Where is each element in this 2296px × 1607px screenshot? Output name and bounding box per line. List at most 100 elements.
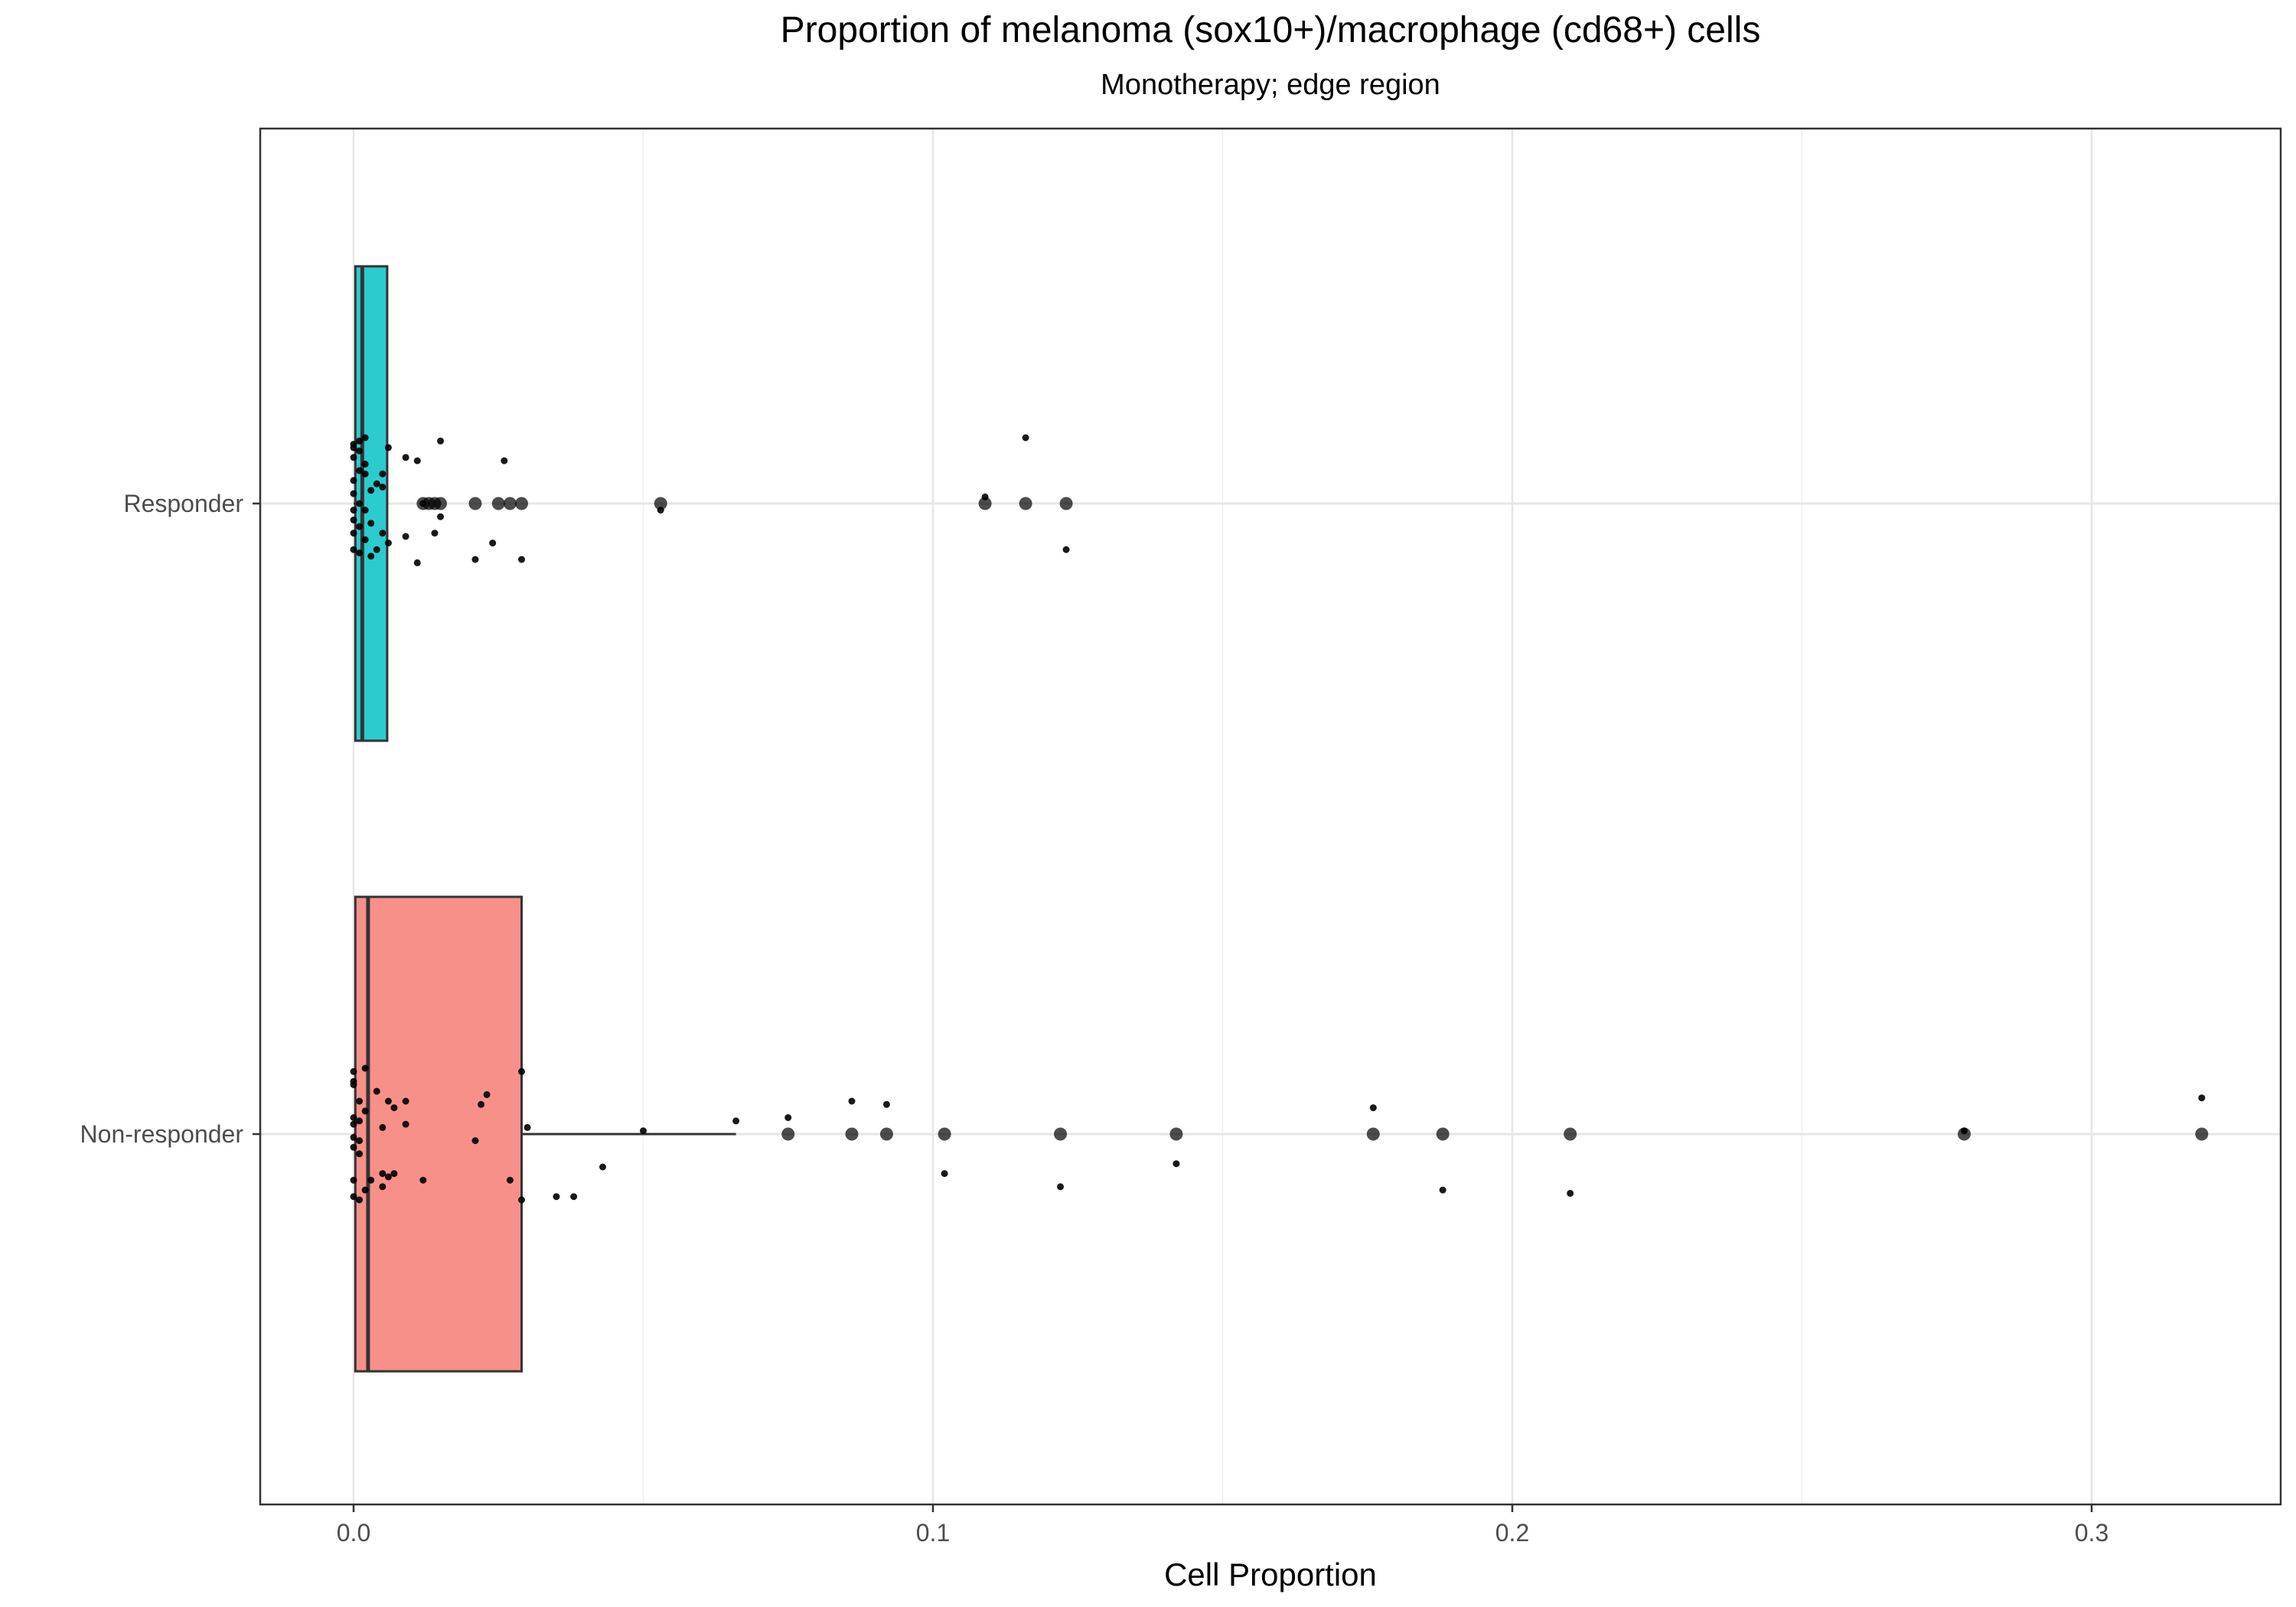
jitter-point [350,517,357,523]
jitter-point [390,1104,398,1112]
jitter-point [1567,1189,1574,1197]
jitter-point [1057,1183,1065,1191]
jitter-point [356,523,364,530]
jitter-point [356,500,364,507]
jitter-point [506,1176,514,1184]
jitter-point [356,1137,364,1145]
plot-panel-border [259,127,2282,1506]
jitter-point [356,1117,364,1125]
jitter-point [599,1163,607,1171]
jitter-point [356,467,364,474]
jitter-point [437,437,445,445]
jitter-point [361,507,369,514]
outlier-point [2195,1127,2209,1141]
chart-subtitle: Monotherapy; edge region [1101,69,1440,101]
outlier-point [1019,497,1032,510]
jitter-point [350,477,357,484]
jitter-point [379,1183,386,1191]
outlier-point [1564,1127,1577,1141]
jitter-point [350,1120,357,1128]
jitter-point [471,1137,479,1145]
jitter-point [489,539,497,547]
jitter-point [350,1133,357,1141]
jitter-point [350,1081,357,1088]
jitter-point [384,1097,392,1105]
jitter-point [471,556,479,563]
jitter-point [373,546,380,553]
jitter-point [379,470,386,478]
jitter-point [413,457,421,464]
jitter-point [356,437,364,445]
jitter-point [350,1068,357,1075]
jitter-point [350,1176,357,1184]
jitter-point [402,454,409,461]
outlier-point [978,497,992,510]
jitter-point [419,1176,427,1184]
outlier-point [781,1127,795,1141]
outlier-point [468,497,482,510]
jitter-point [356,549,364,556]
jitter-point [402,1097,409,1105]
jitter-point [848,1097,856,1105]
outlier-point [1059,497,1073,510]
jitter-point [350,1143,357,1151]
jitter-point [419,500,427,507]
outlier-point [879,1127,893,1141]
jitter-point [356,1097,364,1105]
jitter-point [350,490,357,497]
outlier-point [491,497,505,510]
jitter-point [367,553,375,560]
jitter-point [431,530,439,537]
jitter-point [981,493,989,500]
x-tick-label: 0.0 [337,1519,370,1547]
x-tick-label: 0.1 [916,1519,950,1547]
chart-title: Proportion of melanoma (sox10+)/macropha… [780,10,1761,51]
jitter-point [361,1186,369,1194]
outlier-point [1366,1127,1380,1141]
outlier-point [1054,1127,1068,1141]
outlier-point [1169,1127,1183,1141]
jitter-point [350,530,357,537]
jitter-point [361,536,369,543]
box-non-responder [354,895,523,1373]
jitter-point [523,1123,531,1131]
jitter-point [350,546,357,553]
jitter-point [379,484,386,491]
jitter-point [350,507,357,514]
jitter-point [361,460,369,468]
y-axis: Responder Non-responder [80,490,260,1148]
outlier-point [938,1127,951,1141]
point-layer [350,434,2209,1204]
jitter-point [361,1107,369,1115]
x-tick-label: 0.3 [2075,1519,2108,1547]
jitter-point [384,539,392,547]
x-axis: 0.0 0.1 0.2 0.3 [337,1504,2108,1547]
jitter-point [350,444,357,451]
jitter-point [570,1193,578,1201]
jitter-point [882,1100,890,1108]
jitter-point [1172,1160,1180,1168]
jitter-point [640,1127,647,1135]
jitter-point [518,556,526,563]
outlier-point [503,497,517,510]
jitter-point [350,1193,357,1201]
jitter-point [2198,1094,2206,1102]
outlier-point [515,497,529,510]
grid-lines [260,129,2281,1504]
jitter-point [553,1193,560,1201]
jitter-point [361,470,369,478]
jitter-point [361,1064,369,1072]
jitter-point [732,1117,740,1125]
jitter-point [367,487,375,494]
jitter-point [1439,1186,1446,1194]
jitter-point [367,1176,375,1184]
jitter-point [437,513,445,520]
jitter-point [379,1123,386,1131]
jitter-point [483,1090,491,1098]
jitter-point [373,480,380,487]
jitter-point [1960,1127,1968,1135]
jitter-point [361,434,369,442]
outlier-point [654,497,667,510]
jitter-point [501,457,508,464]
